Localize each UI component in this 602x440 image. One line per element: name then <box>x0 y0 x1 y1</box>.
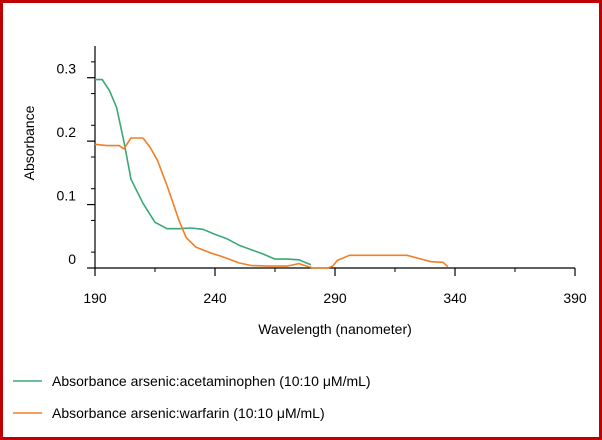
legend: Absorbance arsenic:acetaminophen (10:10 … <box>13 373 371 421</box>
x-ticks: 190 240 290 340 390 <box>83 268 587 306</box>
y-tick-label: 0 <box>68 251 76 267</box>
x-tick-label: 390 <box>563 290 587 306</box>
legend-label-2: Absorbance arsenic:warfarin (10:10 μM/mL… <box>52 405 325 421</box>
x-tick-label: 340 <box>443 290 467 306</box>
x-axis-title: Wavelength (nanometer) <box>258 321 412 337</box>
y-ticks: 0 0.1 0.2 0.3 <box>57 61 95 268</box>
legend-label-1: Absorbance arsenic:acetaminophen (10:10 … <box>52 373 371 389</box>
x-tick-label: 240 <box>203 290 227 306</box>
y-tick-label: 0.2 <box>57 124 77 140</box>
x-tick-label: 290 <box>323 290 347 306</box>
series-line-1 <box>95 80 311 265</box>
series-line-2 <box>95 138 448 268</box>
y-tick-label: 0.1 <box>57 188 77 204</box>
y-axis-title: Absorbance <box>21 105 37 180</box>
y-tick-label: 0.3 <box>57 61 77 77</box>
chart-axes <box>95 46 575 268</box>
series-layer <box>95 80 448 268</box>
x-tick-label: 190 <box>83 290 107 306</box>
